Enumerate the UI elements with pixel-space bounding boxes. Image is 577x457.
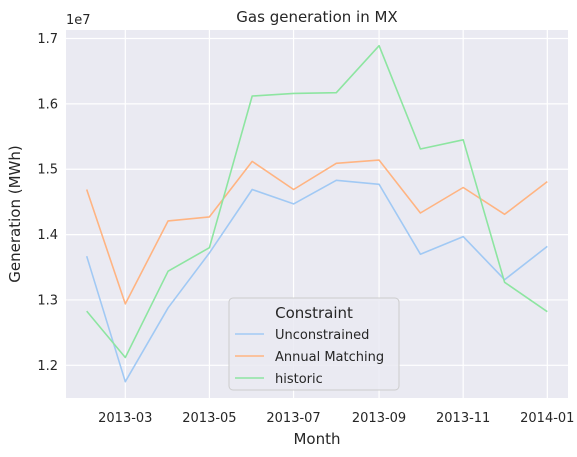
legend-label: historic (275, 372, 323, 387)
series-line-1 (85, 179, 548, 383)
y-tick-label: 1.5 (37, 163, 58, 178)
series-line-3 (86, 44, 548, 359)
legend: Constraint Unconstrained Annual Matching h… (228, 297, 400, 391)
y-tick-label: 1.3 (37, 293, 58, 308)
legend-label: Annual Matching (275, 350, 384, 365)
series-line-2 (85, 159, 548, 305)
y-tick-label: 1.7 (37, 32, 58, 47)
x-tick-label: 2014-01 (520, 411, 574, 426)
x-tick-label: 2013-03 (98, 411, 152, 426)
x-tick-label: 2013-09 (352, 411, 406, 426)
x-axis-title: Month (293, 430, 340, 448)
y-tick-label: 1.2 (37, 359, 58, 374)
y-tick-label: 1.6 (37, 97, 58, 112)
y-axis-title: Generation (MWh) (6, 145, 24, 282)
x-tick-label: 2013-11 (436, 411, 490, 426)
legend-title: Constraint (275, 304, 353, 322)
x-tick-label: 2013-05 (182, 411, 236, 426)
y-tick-label: 1.4 (37, 228, 58, 243)
series-lines (85, 44, 548, 383)
y-offset-label: 1e7 (66, 13, 91, 28)
tick-labels: 1.2 1.3 1.4 1.5 1.6 1.7 2013-03 2013-05 2013-07 2… (37, 32, 574, 426)
legend-label: Unconstrained (275, 328, 369, 343)
x-tick-label: 2013-07 (266, 411, 320, 426)
chart-title: Gas generation in MX (236, 8, 397, 26)
legend-box (228, 297, 400, 391)
